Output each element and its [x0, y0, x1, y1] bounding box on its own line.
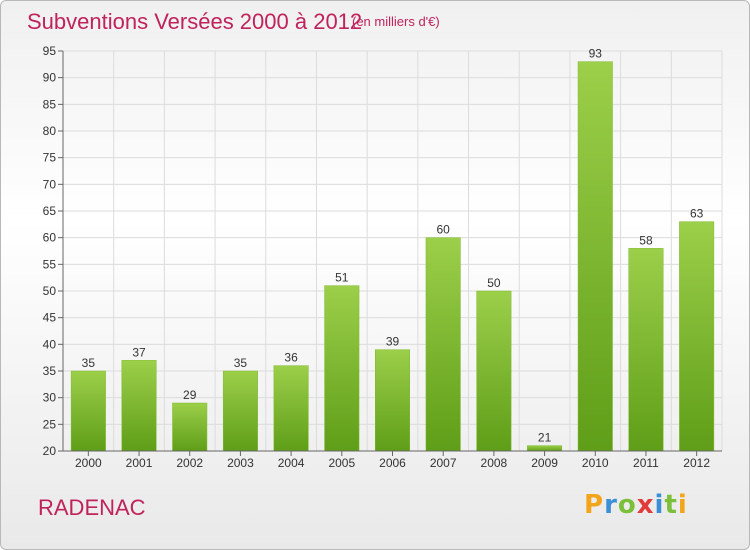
- y-tick-label: 55: [43, 257, 57, 271]
- bar: [527, 445, 563, 452]
- proxiti-logo: Proxiti: [584, 490, 688, 520]
- y-tick-label: 85: [43, 97, 57, 111]
- bar-value-label: 35: [82, 356, 96, 370]
- y-tick-label: 60: [43, 231, 57, 245]
- y-tick-label: 70: [43, 177, 57, 191]
- bar-value-label: 29: [183, 388, 197, 402]
- place-name: RADENAC: [38, 495, 146, 520]
- bar: [577, 61, 613, 452]
- bar: [425, 237, 461, 452]
- chart-title: Subventions Versées 2000 à 2012: [27, 9, 363, 34]
- bar: [172, 402, 208, 452]
- x-tick-label: 2011: [633, 456, 659, 470]
- bar-value-label: 39: [386, 335, 400, 349]
- x-tick-label: 2003: [227, 456, 254, 470]
- x-tick-label: 2002: [176, 456, 203, 470]
- y-tick-label: 35: [43, 364, 57, 378]
- bar: [121, 360, 157, 452]
- chart-subtitle: (en milliers d'€): [352, 14, 440, 29]
- y-tick-label: 25: [43, 417, 57, 431]
- y-tick-label: 45: [43, 311, 57, 325]
- bar: [679, 221, 715, 452]
- bar-value-label: 63: [690, 207, 704, 221]
- logo-letter: r: [604, 490, 618, 520]
- x-tick-label: 2012: [683, 456, 710, 470]
- logo-letter: i: [677, 490, 688, 520]
- logo-letter: t: [664, 490, 678, 520]
- x-tick-label: 2004: [278, 456, 305, 470]
- x-tick-label: 2010: [582, 456, 609, 470]
- y-tick-label: 50: [43, 284, 57, 298]
- x-tick-label: 2000: [75, 456, 102, 470]
- y-tick-label: 40: [43, 337, 57, 351]
- y-tick-label: 90: [43, 71, 57, 85]
- bar: [273, 365, 309, 452]
- y-tick-label: 20: [43, 444, 57, 458]
- y-tick-label: 75: [43, 151, 57, 165]
- bar-value-label: 60: [437, 223, 451, 237]
- bar-value-label: 58: [639, 233, 653, 247]
- bar: [222, 370, 258, 452]
- x-tick-label: 2008: [481, 456, 508, 470]
- bar-value-label: 50: [487, 276, 501, 290]
- logo-letter: o: [617, 490, 637, 520]
- y-tick-label: 95: [43, 44, 57, 58]
- x-tick-label: 2009: [531, 456, 558, 470]
- bar: [628, 248, 664, 452]
- bar-value-label: 36: [284, 351, 298, 365]
- logo-letter: x: [636, 490, 655, 520]
- bar: [476, 290, 512, 452]
- logo-letter: P: [584, 490, 605, 520]
- x-tick-label: 2007: [430, 456, 457, 470]
- bar-value-label: 51: [335, 271, 349, 285]
- x-tick-label: 2006: [379, 456, 406, 470]
- x-tick-label: 2001: [126, 456, 153, 470]
- bar: [375, 349, 410, 452]
- bar-value-label: 37: [132, 345, 146, 359]
- x-tick-label: 2005: [328, 456, 355, 470]
- y-tick-label: 30: [43, 391, 57, 405]
- bar-value-label: 35: [234, 356, 248, 370]
- bar: [324, 285, 360, 452]
- bar-value-label: 21: [538, 431, 552, 445]
- y-tick-label: 80: [43, 124, 57, 138]
- logo-letter: i: [654, 490, 665, 520]
- y-tick-label: 65: [43, 204, 57, 218]
- bar-value-label: 93: [589, 47, 603, 61]
- bar: [70, 370, 106, 452]
